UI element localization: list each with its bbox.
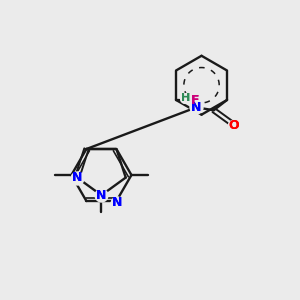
Text: N: N: [72, 171, 82, 184]
Text: H: H: [181, 94, 190, 103]
Text: O: O: [229, 119, 239, 132]
Text: N: N: [191, 101, 202, 114]
Text: F: F: [190, 94, 199, 107]
Text: N: N: [191, 101, 202, 114]
Text: N: N: [96, 189, 106, 202]
Text: H: H: [181, 94, 190, 103]
Text: N: N: [96, 189, 106, 202]
Text: F: F: [190, 94, 199, 107]
Text: N: N: [112, 196, 122, 209]
Text: N: N: [72, 171, 82, 184]
Text: O: O: [229, 119, 239, 132]
Text: N: N: [112, 196, 122, 209]
